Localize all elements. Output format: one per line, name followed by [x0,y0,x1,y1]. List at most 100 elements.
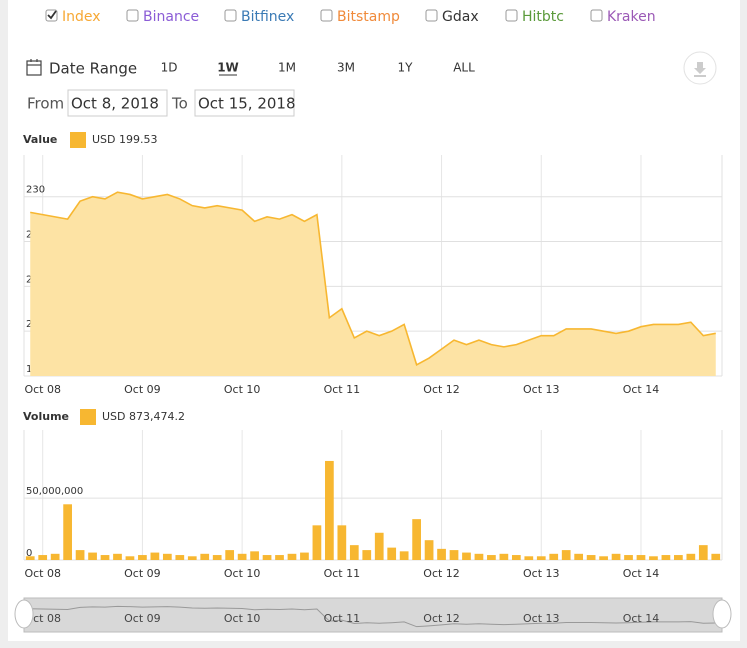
checkbox[interactable] [505,9,518,22]
exchange-label: Bitfinex [241,9,294,25]
bar [113,553,122,560]
bar [88,552,97,560]
bar [674,555,683,560]
to-input[interactable] [194,89,295,117]
bar [150,552,160,560]
bar [200,553,210,560]
checkbox[interactable] [320,9,333,22]
from-label: From [27,95,64,113]
bar [187,556,197,560]
bar [549,553,559,560]
x-tick-label: Oct 13 [523,383,560,396]
bar [561,550,571,560]
bar [125,556,135,560]
to-label: To [171,95,188,113]
bar [237,553,247,560]
bar [499,553,509,560]
download-button[interactable] [683,51,717,85]
bar [225,550,235,560]
range-option[interactable]: 1D [161,61,178,75]
bar [661,555,671,560]
legend-name: USD [102,410,126,423]
x-tick-label: Oct 09 [124,567,161,580]
panel-title: Value [23,133,57,146]
area-fill [30,192,716,376]
x-tick-label: Oct 10 [224,383,261,396]
range-option[interactable]: 1W [217,61,239,75]
navigator-label: Oct 11 [324,612,361,625]
bar [212,555,222,560]
navigator-label: Oct 09 [124,612,161,625]
bar [50,553,60,560]
navigator-label: Oct 08 [24,612,61,625]
y-tick-label: 230 [26,185,45,196]
x-tick-label: Oct 10 [224,567,261,580]
checkbox[interactable] [224,9,237,22]
range-option[interactable]: ALL [453,61,475,75]
from-input[interactable] [67,89,168,117]
bar [100,555,110,560]
x-tick-label: Oct 13 [523,567,560,580]
bar [487,555,496,560]
navigator-handle[interactable] [712,599,732,629]
navigator[interactable] [23,597,723,633]
bar [162,553,172,560]
bar [574,553,584,560]
range-option[interactable]: 3M [337,61,355,75]
to-value: Oct 15, 2018 [198,95,296,113]
checkbox[interactable] [425,9,438,22]
panel-title: Volume [23,410,69,423]
checkmark [47,10,57,20]
legend-name: USD [92,133,116,146]
navigator-label: Oct 10 [224,612,261,625]
bar [25,556,35,560]
x-tick-label: Oct 08 [24,383,61,396]
bar [300,552,309,560]
exchange-label: Index [62,9,101,25]
bar [636,555,646,560]
y-tick-label: 0 [26,548,32,559]
navigator-label: Oct 13 [523,612,560,625]
bar [349,545,359,560]
bar [524,556,534,560]
checkbox[interactable] [590,9,603,22]
bar [698,545,708,560]
exchange-label: Bitstamp [337,9,400,25]
bar [462,552,471,560]
navigator-line [30,605,716,628]
range-option[interactable]: 1M [278,61,296,75]
x-tick-label: Oct 09 [124,383,161,396]
bar [649,556,658,560]
checkbox[interactable] [126,9,139,22]
range-label: Date Range [49,60,137,78]
bar [511,555,521,560]
line [30,191,716,366]
x-tick-label: Oct 08 [24,567,61,580]
x-tick-label: Oct 11 [324,383,361,396]
navigator-handle[interactable] [14,599,34,629]
bar [362,550,372,560]
legend-swatch [80,409,96,425]
bar [138,555,147,560]
navigator-label: Oct 12 [423,612,460,625]
legend-value: 873,474.2 [129,410,185,423]
legend-swatch [70,132,86,148]
bar [262,555,272,560]
bar [686,553,696,560]
exchange-label: Gdax [442,9,479,25]
x-tick-label: Oct 14 [623,383,660,396]
range-option[interactable]: 1Y [398,61,414,75]
x-tick-label: Oct 12 [423,383,460,396]
bar [275,555,284,560]
bar [287,553,297,560]
bar [325,460,334,560]
x-tick-label: Oct 11 [324,567,361,580]
bar [387,547,397,560]
bar [38,555,48,560]
navigator-label: Oct 14 [623,612,660,625]
x-tick-label: Oct 14 [623,567,660,580]
bar [250,551,259,560]
calendar-icon [26,59,42,76]
